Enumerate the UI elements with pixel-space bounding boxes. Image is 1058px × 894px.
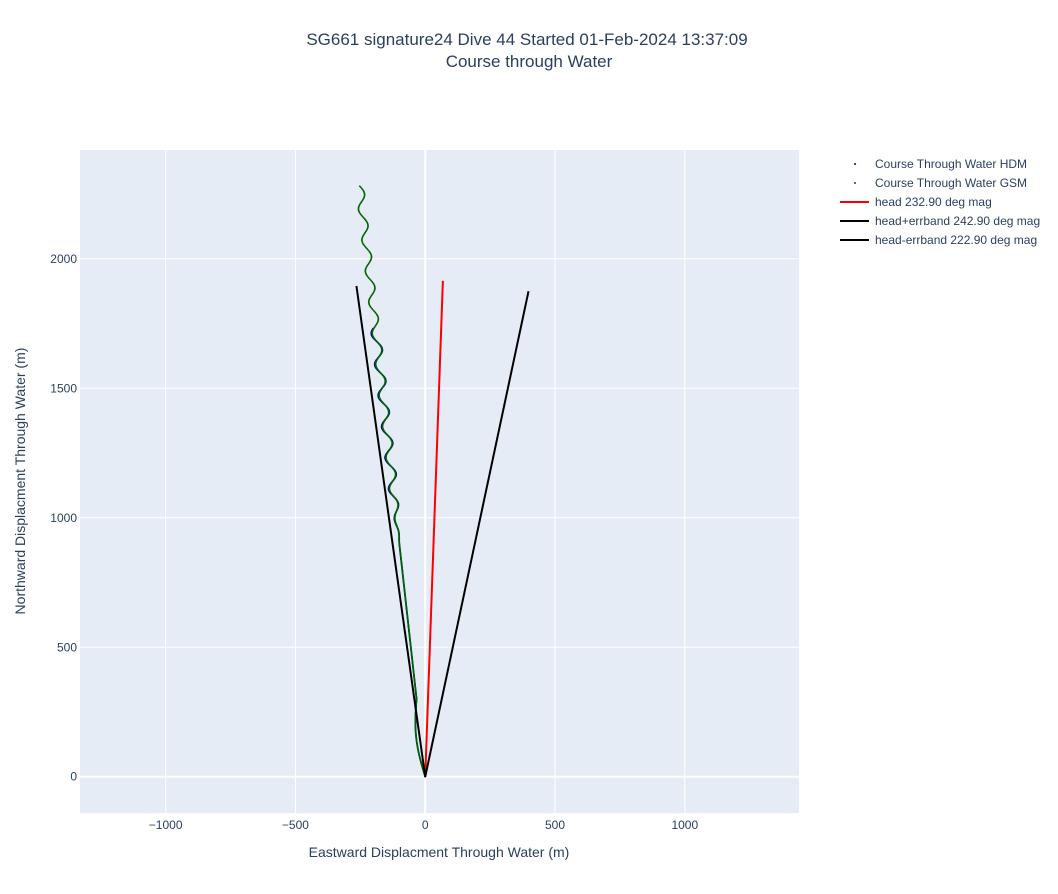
legend-item[interactable]: head 232.90 deg mag [840, 195, 992, 209]
data-point [358, 185, 361, 188]
legend-label: head-errband 222.90 deg mag [875, 233, 1037, 247]
y-tick-label: 1000 [50, 511, 77, 525]
legend-dot-swatch [854, 182, 856, 184]
legend[interactable]: Course Through Water HDM Course Through W… [840, 157, 1040, 247]
grid-lines [80, 150, 799, 813]
series-4 [424, 290, 530, 777]
series-2 [357, 185, 427, 778]
series-line [424, 280, 444, 777]
x-tick-label: 1000 [671, 818, 698, 832]
x-tick-label: −1000 [149, 818, 183, 832]
legend-label: head 232.90 deg mag [875, 195, 992, 209]
legend-label: Course Through Water GSM [875, 176, 1027, 190]
x-axis-label: Eastward Displacment Through Water (m) [309, 844, 570, 860]
legend-label: Course Through Water HDM [875, 157, 1027, 171]
y-tick-label: 1500 [50, 381, 77, 395]
series-line [424, 290, 530, 777]
x-tick-label: 500 [545, 818, 565, 832]
traces [355, 185, 530, 778]
x-axis-ticks: −1000 −500 0 500 1000 [149, 818, 699, 832]
y-tick-label: 500 [57, 640, 77, 654]
legend-item[interactable]: head+errband 242.90 deg mag [840, 214, 1040, 228]
x-tick-label: 0 [422, 818, 429, 832]
chart-title-line1: SG661 signature24 Dive 44 Started 01-Feb… [306, 30, 747, 49]
plot-area [80, 150, 799, 813]
legend-item[interactable]: Course Through Water HDM [854, 157, 1027, 171]
series-5 [355, 285, 427, 777]
legend-item[interactable]: Course Through Water GSM [854, 176, 1027, 190]
x-tick-label: −500 [282, 818, 309, 832]
y-tick-label: 0 [70, 770, 77, 784]
y-axis-ticks: 0 500 1000 1500 2000 [50, 252, 77, 784]
y-tick-label: 2000 [50, 252, 77, 266]
series-line [355, 285, 427, 777]
series-3 [424, 280, 444, 777]
y-axis-label: Northward Displacment Through Water (m) [12, 348, 28, 615]
legend-item[interactable]: head-errband 222.90 deg mag [840, 233, 1037, 247]
legend-label: head+errband 242.90 deg mag [875, 214, 1040, 228]
chart-title-line2: Course through Water [446, 52, 613, 71]
legend-dot-swatch [854, 163, 856, 165]
